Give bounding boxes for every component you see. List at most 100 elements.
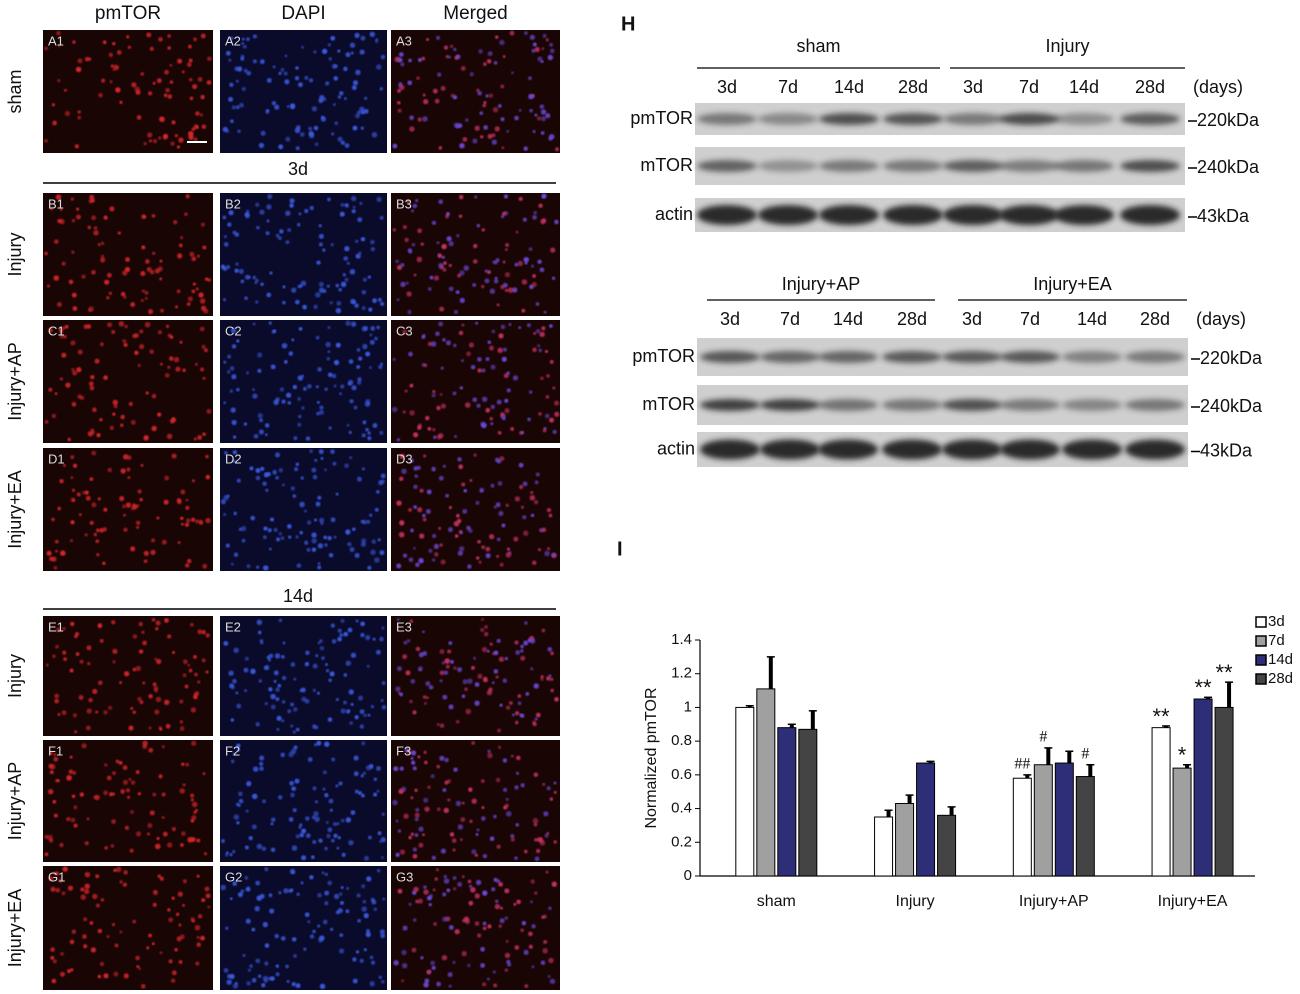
cell — [207, 905, 211, 909]
cell — [86, 661, 91, 666]
cell — [119, 423, 124, 428]
cell — [58, 328, 64, 334]
cell — [311, 855, 315, 860]
cell — [424, 978, 430, 984]
cell — [523, 146, 528, 151]
cell — [328, 426, 332, 430]
cell — [504, 656, 509, 661]
cell — [399, 81, 402, 85]
cell — [504, 803, 509, 808]
cell — [438, 433, 444, 439]
cell — [412, 847, 418, 852]
cell — [84, 841, 89, 846]
cell — [337, 95, 342, 99]
cell — [308, 126, 313, 131]
cell — [517, 694, 522, 698]
cell — [395, 686, 401, 692]
cell — [301, 828, 307, 834]
cell — [204, 886, 210, 892]
cell — [452, 391, 457, 396]
cell — [135, 955, 140, 961]
micrograph — [220, 740, 387, 862]
cell — [357, 695, 364, 701]
cell — [454, 928, 460, 935]
cell — [412, 853, 418, 859]
cell — [533, 210, 538, 215]
cell — [347, 542, 352, 547]
cell — [354, 552, 360, 559]
cell — [190, 517, 196, 523]
cell — [74, 631, 80, 637]
cell — [551, 881, 557, 887]
cell — [513, 536, 519, 542]
cell — [258, 418, 264, 423]
cell — [437, 253, 442, 259]
cell — [430, 960, 436, 966]
cell — [223, 641, 229, 646]
cell — [474, 195, 478, 199]
cell — [334, 121, 339, 126]
cell — [496, 638, 501, 644]
cell — [526, 323, 531, 328]
cell — [350, 652, 357, 658]
cell — [141, 630, 145, 634]
cell — [100, 78, 106, 83]
cell — [322, 787, 326, 791]
cell — [324, 543, 328, 547]
cell — [314, 458, 318, 463]
cell — [257, 413, 263, 419]
cell — [399, 84, 405, 91]
cell — [532, 130, 536, 134]
cell — [60, 951, 65, 956]
bar — [735, 706, 755, 877]
cell — [354, 303, 359, 308]
cell — [328, 678, 333, 683]
cell — [340, 384, 345, 389]
cell — [284, 79, 290, 85]
cell — [502, 678, 508, 683]
cell — [365, 351, 371, 357]
cell — [297, 82, 303, 88]
cell — [376, 789, 380, 793]
cell — [335, 307, 342, 314]
cell — [186, 518, 191, 523]
cell — [263, 526, 268, 531]
cell — [547, 974, 551, 978]
cell — [449, 44, 454, 49]
cell — [340, 886, 344, 890]
cell — [454, 434, 458, 438]
cell — [71, 929, 76, 934]
cell — [541, 47, 545, 51]
cell — [459, 142, 465, 149]
cell — [264, 701, 269, 706]
cell — [316, 260, 321, 265]
cell — [307, 757, 313, 763]
cell — [231, 344, 237, 349]
cell — [87, 430, 94, 437]
blot-band — [883, 205, 943, 225]
cell — [486, 58, 492, 64]
cell — [273, 670, 279, 676]
cell — [55, 644, 59, 649]
cell — [480, 779, 485, 783]
cell — [91, 269, 96, 275]
cell — [449, 659, 454, 664]
cell — [476, 403, 481, 408]
bar — [777, 727, 797, 877]
cell — [158, 774, 163, 779]
cell — [376, 196, 382, 203]
cell — [103, 375, 108, 381]
cell — [295, 462, 300, 467]
cell — [417, 117, 422, 122]
cell — [104, 846, 108, 850]
micrograph — [43, 448, 213, 571]
cell — [303, 509, 307, 513]
group-label: Injury+AP — [782, 274, 861, 294]
cell — [66, 816, 71, 822]
cell — [490, 483, 495, 488]
cell — [274, 653, 281, 659]
cell — [297, 422, 302, 427]
cell — [369, 955, 374, 960]
cell — [400, 281, 406, 288]
cell — [232, 435, 237, 439]
